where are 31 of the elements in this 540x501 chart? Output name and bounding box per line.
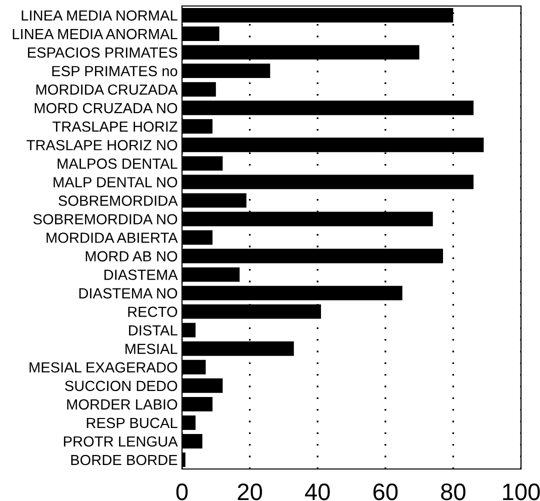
y-tick-label: ESPACIOS PRIMATES (28, 47, 178, 58)
y-tick-label: PROTR LENGUA (64, 436, 178, 447)
x-tick-label: 100 (503, 484, 540, 500)
y-tick-label: MORDER LABIO (67, 399, 178, 410)
x-tick-label: 40 (305, 484, 330, 500)
y-tick-label: LINEA MEDIA ANORMAL (12, 28, 178, 40)
y-tick-label: DIASTEMA (104, 270, 178, 280)
y-tick-label: MALPOS DENTAL (58, 158, 178, 169)
y-tick-label: MALP DENTAL NO (54, 177, 178, 188)
y-tick-label: TRASLAPE HORIZ NO (26, 140, 178, 150)
y-tick-label: RECTO (128, 306, 178, 318)
y-tick-label: MORD AB NO (86, 251, 178, 262)
y-tick-label: SOBREMORDIDA NO (33, 214, 178, 224)
y-tick-label: TRASLAPE HORIZ (52, 121, 178, 132)
y-tick-label: RESP BUCAL (86, 418, 178, 428)
y-tick-label: MESIAL EXAGERADO (30, 362, 178, 373)
y-tick-label: SOBREMORDIDA (58, 196, 178, 206)
y-tick-label: LINEA MEDIA NORMAL (22, 10, 178, 21)
y-tick-label: MORDIDA ABIERTA (46, 232, 178, 243)
y-tick-label: BORDE BORDE (71, 454, 178, 466)
x-tick-label: 60 (373, 484, 398, 500)
y-tick-label: DISTAL (129, 325, 178, 336)
y-tick-label: MESIAL (126, 344, 178, 354)
x-tick-label: 0 (176, 484, 188, 500)
y-tick-label: MORDIDA CRUZADA (36, 84, 178, 95)
y-tick-label: DIASTEMA NO (79, 288, 178, 298)
y-tick-label: SUCCION DEDO (65, 380, 178, 392)
y-tick-label: MORD CRUZADA NO (34, 102, 178, 114)
x-tick-label: 20 (238, 484, 262, 500)
x-tick-label: 80 (441, 484, 466, 500)
y-tick-label: ESP PRIMATES no (52, 66, 178, 76)
